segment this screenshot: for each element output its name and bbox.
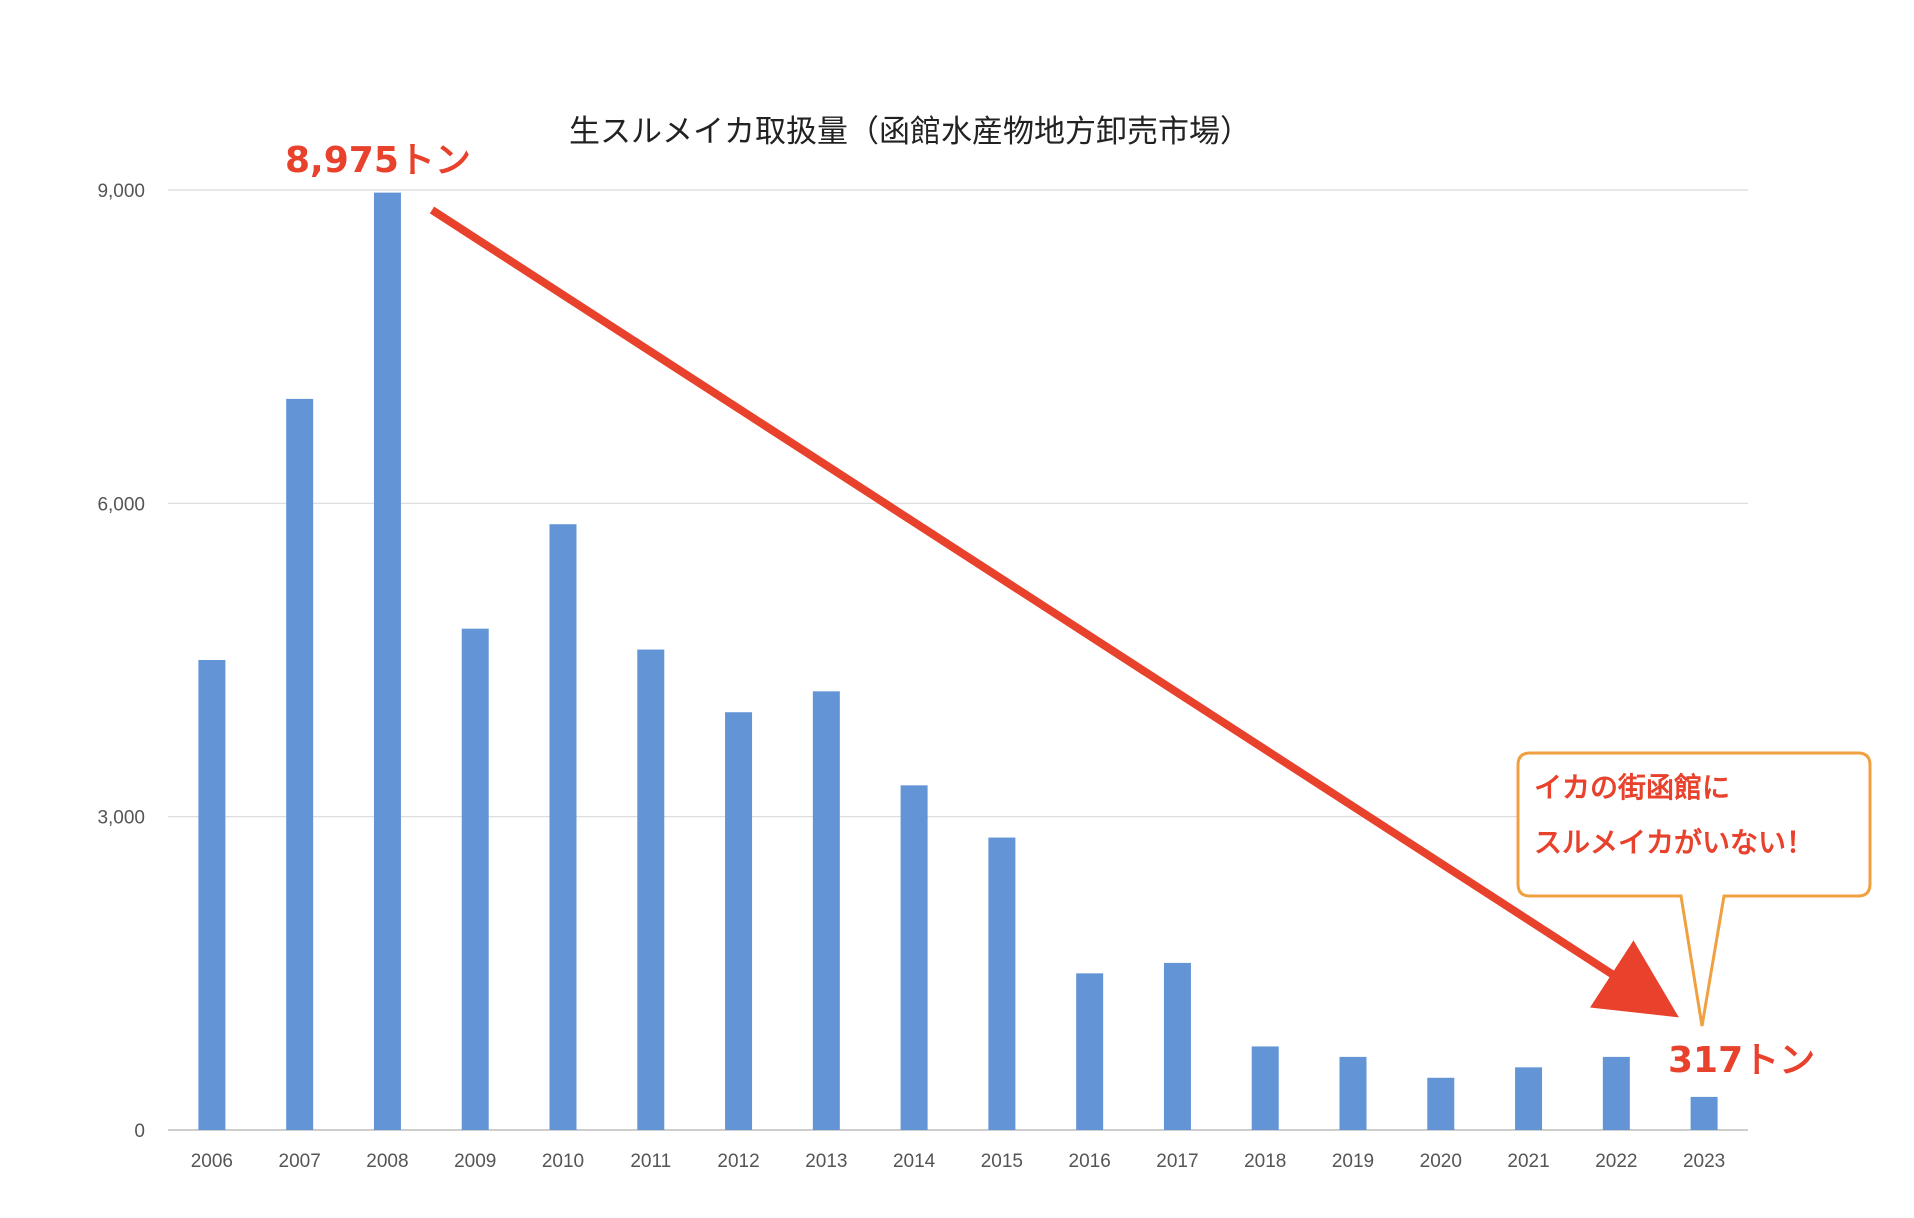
bar-2011	[637, 649, 665, 1130]
gridlines	[168, 189, 1748, 1131]
bar-2018	[1251, 1046, 1279, 1130]
bar-2016	[1076, 973, 1104, 1130]
callout-bubble: イカの街函館に スルメイカがいない！	[1516, 751, 1872, 1027]
callout-line-1: イカの街函館に	[1534, 771, 1730, 804]
bar-2022	[1602, 1056, 1630, 1130]
x-tick-label: 2011	[630, 1151, 671, 1172]
x-tick-label: 2022	[1595, 1151, 1637, 1172]
bar-2007	[286, 398, 314, 1130]
x-tick-label: 2015	[981, 1151, 1023, 1172]
y-axis: 0 3,000 6,000 9,000	[97, 181, 145, 1142]
x-tick-label: 2019	[1332, 1151, 1374, 1172]
y-tick-label: 9,000	[97, 181, 145, 202]
bar-2015	[988, 837, 1016, 1130]
x-tick-label: 2010	[542, 1151, 584, 1172]
x-tick-label: 2021	[1507, 1151, 1549, 1172]
callout-line-2: スルメイカがいない！	[1534, 826, 1814, 859]
x-tick-label: 2006	[191, 1151, 233, 1172]
y-tick-label: 6,000	[97, 494, 145, 515]
x-tick-label: 2012	[717, 1151, 759, 1172]
x-axis: 2006 2007 2008 2009 2010 2011 2012 2013 2014 2015…	[191, 1151, 1726, 1172]
bars	[198, 192, 1718, 1131]
bar-2023	[1690, 1096, 1718, 1130]
x-tick-label: 2023	[1683, 1151, 1725, 1172]
bar-2009	[461, 628, 489, 1130]
x-tick-label: 2008	[366, 1151, 408, 1172]
bar-2014	[900, 785, 928, 1130]
x-tick-label: 2017	[1156, 1151, 1198, 1172]
x-tick-label: 2020	[1420, 1151, 1462, 1172]
bar-2019	[1339, 1056, 1367, 1130]
y-tick-label: 0	[134, 1121, 145, 1142]
x-tick-label: 2007	[279, 1151, 321, 1172]
x-tick-label: 2009	[454, 1151, 496, 1172]
chart-title: 生スルメイカ取扱量（函館水産物地方卸売市場）	[569, 114, 1251, 150]
bar-2021	[1515, 1067, 1543, 1130]
x-tick-label: 2016	[1069, 1151, 1111, 1172]
x-tick-label: 2013	[805, 1151, 847, 1172]
trend-arrow	[429, 206, 1679, 1018]
bar-2017	[1163, 962, 1191, 1130]
peak-value-label: 8,975トン	[285, 140, 471, 181]
bar-2010	[549, 524, 577, 1130]
y-tick-label: 3,000	[97, 808, 145, 829]
bar-2013	[812, 691, 840, 1130]
x-tick-label: 2018	[1244, 1151, 1286, 1172]
bar-2006	[198, 660, 226, 1130]
bar-2008	[373, 192, 401, 1131]
bar-2012	[725, 712, 753, 1130]
x-tick-label: 2014	[893, 1151, 936, 1172]
last-value-label: 317トン	[1668, 1040, 1815, 1081]
bar-2020	[1427, 1077, 1455, 1130]
